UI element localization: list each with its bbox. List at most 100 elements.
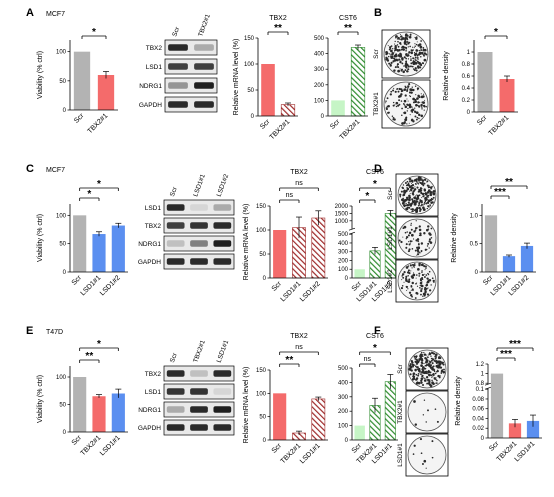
colony	[401, 62, 404, 65]
colony	[406, 41, 408, 43]
colony	[416, 41, 418, 43]
colony	[421, 197, 423, 199]
colony	[402, 70, 405, 74]
y-tick-label: 1500	[335, 211, 349, 217]
colony	[415, 59, 417, 62]
colony	[417, 89, 419, 91]
x-tick-label: LSD1#2	[508, 274, 531, 297]
colony	[419, 49, 421, 51]
colony	[399, 42, 402, 45]
colony	[413, 272, 415, 274]
colony	[411, 180, 414, 183]
significance-label: ***	[500, 349, 512, 360]
colony	[410, 58, 412, 60]
colony	[397, 104, 400, 107]
bar-scr	[73, 51, 91, 110]
colony	[409, 65, 412, 68]
y-tick-label: 0	[321, 114, 325, 120]
colony	[396, 59, 399, 62]
colony	[409, 243, 411, 245]
colony	[399, 54, 403, 58]
colony	[426, 195, 429, 198]
colony	[428, 278, 432, 282]
colony	[387, 111, 390, 114]
colony	[410, 228, 413, 231]
colony	[390, 61, 393, 64]
colony	[411, 198, 414, 201]
y-tick-label: 0	[481, 436, 485, 442]
colony	[404, 231, 407, 234]
colony	[431, 359, 434, 361]
colony	[417, 66, 420, 69]
colony	[392, 89, 395, 92]
colony	[415, 111, 419, 115]
y-tick-label: 300	[338, 250, 349, 256]
colony	[405, 57, 407, 60]
colony	[415, 195, 417, 197]
colony	[423, 105, 426, 108]
colony	[403, 270, 406, 274]
colony	[405, 49, 407, 52]
x-tick-label: TBX2#1	[269, 118, 292, 141]
colony	[420, 288, 423, 290]
colony	[411, 202, 413, 205]
y-tick-label: 0	[63, 270, 67, 276]
x-tick-label: Scr	[71, 434, 84, 447]
colony	[421, 276, 424, 280]
panel-label-a: A	[26, 7, 34, 19]
colony	[414, 423, 418, 426]
colony	[390, 54, 392, 56]
colony	[424, 200, 427, 203]
colony	[412, 264, 415, 267]
colony	[429, 379, 431, 381]
colony	[410, 233, 414, 237]
colony	[411, 118, 413, 121]
colony	[427, 354, 429, 356]
colony	[408, 122, 410, 124]
colony	[404, 86, 407, 89]
colony	[403, 281, 405, 283]
colony	[406, 289, 408, 291]
colony	[397, 69, 401, 73]
y-tick-label: 150	[256, 368, 267, 374]
colony	[423, 201, 426, 204]
plate-label: LSD1#2	[387, 269, 394, 293]
colony	[424, 273, 426, 275]
colony	[431, 376, 433, 378]
colony	[405, 46, 408, 49]
colony	[392, 104, 395, 107]
y-tick-label: 400	[338, 380, 349, 386]
blot-band	[190, 222, 208, 229]
colony	[429, 233, 432, 236]
colony	[419, 232, 422, 235]
colony	[410, 59, 412, 61]
colony	[418, 96, 421, 99]
colony	[410, 62, 413, 65]
x-tick-label: Scr	[488, 440, 501, 453]
blot-band	[166, 222, 185, 229]
colony	[414, 200, 416, 202]
blot-band	[166, 240, 185, 247]
y-tick-label: 0	[345, 276, 349, 282]
chart-title: TBX2	[290, 169, 308, 176]
blot-row-label: NDRG1	[138, 241, 161, 248]
colony	[406, 63, 408, 65]
colony	[409, 190, 411, 192]
colony	[417, 268, 420, 271]
colony	[427, 370, 431, 374]
y-axis-label: Relative density	[455, 376, 462, 426]
colony	[415, 112, 417, 114]
blot-band	[213, 240, 232, 247]
colony	[400, 90, 403, 93]
bar-tbx21	[97, 75, 115, 110]
colony	[430, 364, 432, 367]
colony	[396, 63, 400, 66]
significance-label: **	[344, 23, 352, 34]
colony	[423, 371, 427, 375]
colony	[417, 44, 420, 47]
colony	[426, 378, 428, 380]
colony	[414, 196, 416, 198]
colony	[416, 116, 419, 119]
colony	[419, 281, 423, 285]
significance-label: *	[373, 179, 377, 190]
